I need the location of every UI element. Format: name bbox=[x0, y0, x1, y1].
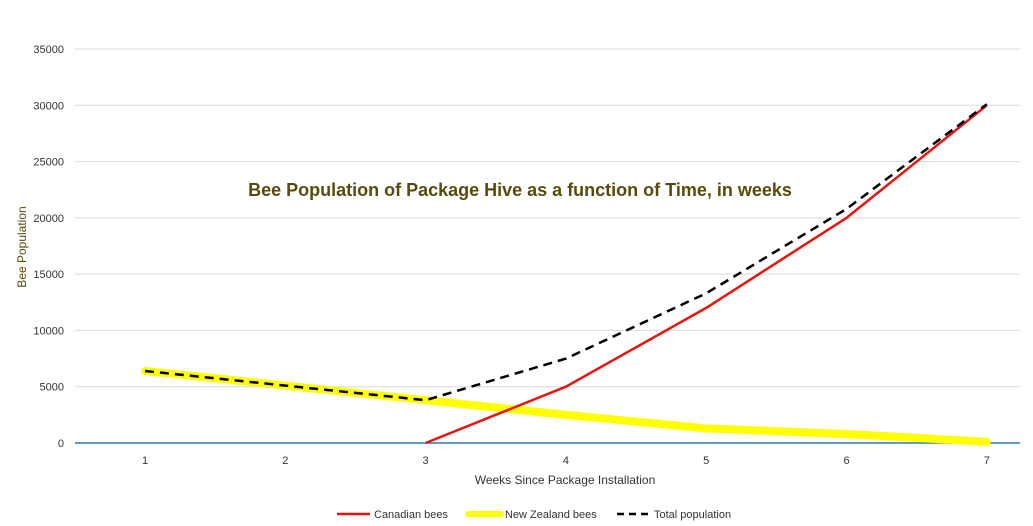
x-tick-label: 1 bbox=[142, 455, 148, 467]
y-tick-label: 5000 bbox=[40, 382, 64, 394]
series-lines bbox=[141, 103, 991, 446]
grid-lines bbox=[75, 48, 1020, 444]
legend-label: Canadian bees bbox=[374, 509, 449, 521]
x-axis-title: Weeks Since Package Installation bbox=[475, 473, 656, 487]
y-tick-label: 30000 bbox=[33, 100, 64, 112]
x-axis-ticks: 1 2 3 4 5 6 7 bbox=[142, 455, 990, 467]
series-line-canadian-bees bbox=[425, 104, 988, 445]
y-tick-label: 15000 bbox=[33, 269, 64, 281]
legend-label: New Zealand bees bbox=[505, 509, 597, 521]
y-axis-ticks: 0 5000 10000 15000 20000 25000 30000 35000 bbox=[33, 44, 64, 450]
chart-title: Bee Population of Package Hive as a func… bbox=[248, 180, 792, 200]
x-tick-label: 4 bbox=[563, 455, 569, 467]
y-tick-label: 0 bbox=[58, 438, 64, 450]
y-tick-label: 20000 bbox=[33, 213, 64, 225]
x-tick-label: 7 bbox=[984, 455, 990, 467]
series-line-new-zealand-bees bbox=[141, 367, 991, 446]
x-tick-label: 6 bbox=[843, 455, 849, 467]
y-axis-title: Bee Population bbox=[15, 206, 29, 287]
x-tick-label: 2 bbox=[282, 455, 288, 467]
legend-label: Total population bbox=[654, 509, 731, 521]
x-tick-label: 3 bbox=[423, 455, 429, 467]
legend: Canadian bees New Zealand bees Total popul… bbox=[337, 509, 731, 521]
series-line-total-population bbox=[144, 103, 988, 402]
x-tick-label: 5 bbox=[703, 455, 709, 467]
y-tick-label: 35000 bbox=[33, 44, 64, 56]
y-tick-label: 25000 bbox=[33, 157, 64, 169]
y-tick-label: 10000 bbox=[33, 325, 64, 337]
